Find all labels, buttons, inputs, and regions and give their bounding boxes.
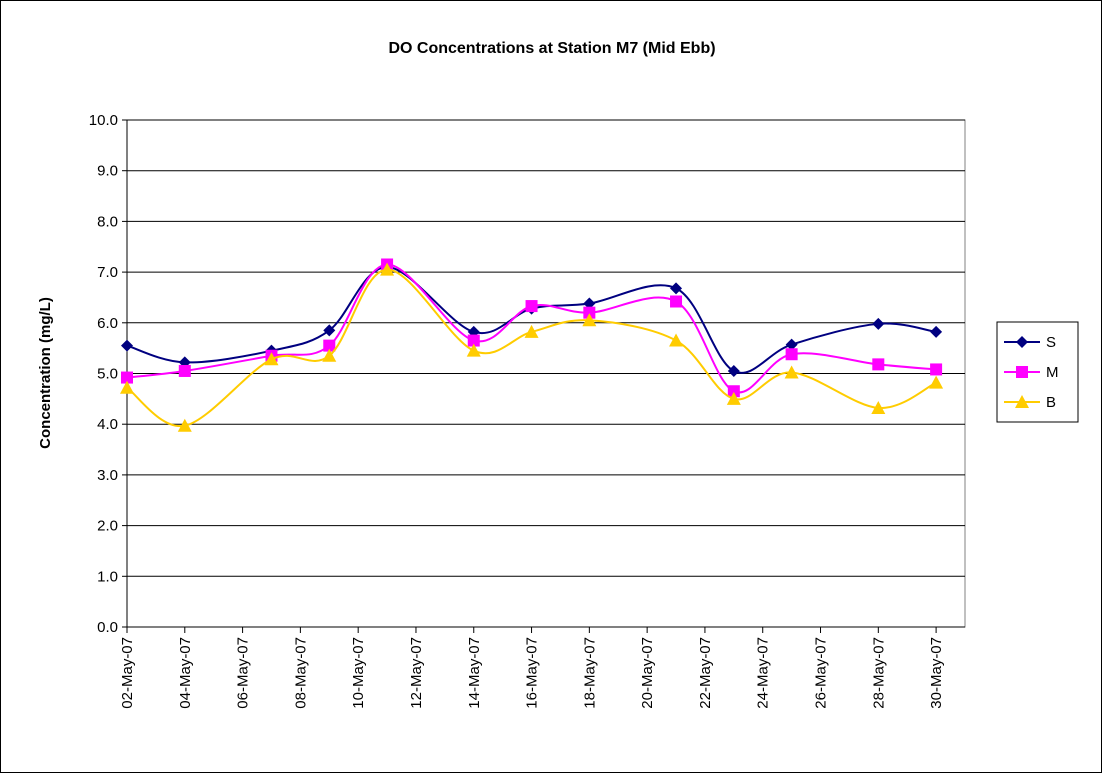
- x-tick-label: 04-May-07: [177, 637, 194, 709]
- data-point: [178, 364, 191, 377]
- data-point: [323, 339, 336, 352]
- y-tick-label: 4.0: [97, 416, 118, 433]
- y-axis-label: Concentration (mg/L): [37, 297, 54, 449]
- legend-marker: [1016, 366, 1028, 378]
- x-tick-label: 22-May-07: [697, 637, 714, 709]
- x-tick-label: 08-May-07: [292, 637, 309, 709]
- data-point: [177, 418, 192, 432]
- data-point: [784, 365, 799, 379]
- data-point: [670, 295, 683, 308]
- legend-marker: [1015, 395, 1029, 408]
- y-tick-label: 1.0: [97, 568, 118, 585]
- data-point: [872, 358, 885, 371]
- x-tick-label: 12-May-07: [408, 637, 425, 709]
- x-tick-label: 14-May-07: [466, 637, 483, 709]
- legend-label: M: [1046, 364, 1059, 381]
- x-tick-label: 06-May-07: [235, 637, 252, 709]
- data-point: [121, 371, 133, 384]
- x-tick-label: 20-May-07: [639, 637, 656, 709]
- data-point: [583, 306, 596, 319]
- data-point: [670, 282, 683, 295]
- data-point: [785, 348, 798, 361]
- data-point: [930, 325, 943, 338]
- x-tick-label: 16-May-07: [524, 637, 541, 709]
- y-tick-label: 3.0: [97, 467, 118, 484]
- y-tick-label: 9.0: [97, 163, 118, 180]
- x-tick-label: 30-May-07: [928, 637, 945, 709]
- data-point: [380, 262, 395, 276]
- x-tick-label: 28-May-07: [870, 637, 887, 709]
- legend-label: B: [1046, 394, 1056, 411]
- data-point: [785, 338, 798, 351]
- data-point: [871, 400, 886, 414]
- data-point: [582, 313, 597, 327]
- y-tick-label: 0.0: [97, 619, 118, 636]
- data-point: [264, 352, 279, 366]
- data-point: [872, 317, 885, 330]
- data-point: [120, 380, 134, 394]
- data-point: [466, 343, 481, 357]
- data-point: [322, 348, 337, 362]
- x-tick-label: 26-May-07: [813, 637, 830, 709]
- x-tick-label: 18-May-07: [581, 637, 598, 709]
- x-tick-label: 10-May-07: [350, 637, 367, 709]
- chart-title: DO Concentrations at Station M7 (Mid Ebb…: [388, 40, 715, 57]
- data-point: [727, 385, 740, 398]
- legend-label: S: [1046, 334, 1056, 351]
- y-tick-label: 5.0: [97, 366, 118, 383]
- x-tick-label: 24-May-07: [755, 637, 772, 709]
- data-point: [524, 324, 539, 338]
- data-point: [726, 391, 741, 405]
- data-point: [121, 339, 133, 352]
- data-point: [323, 324, 336, 337]
- data-point: [929, 375, 944, 389]
- y-tick-label: 7.0: [97, 264, 118, 281]
- data-point: [669, 333, 684, 347]
- data-point: [930, 363, 943, 376]
- x-tick-label: 02-May-07: [119, 637, 136, 709]
- y-tick-label: 10.0: [89, 112, 118, 129]
- y-tick-label: 8.0: [97, 213, 118, 230]
- legend-marker: [1016, 336, 1028, 348]
- data-point: [583, 297, 596, 310]
- data-point: [467, 334, 480, 347]
- y-tick-label: 6.0: [97, 315, 118, 332]
- data-point: [525, 300, 538, 313]
- data-point: [727, 364, 740, 377]
- y-tick-label: 2.0: [97, 518, 118, 535]
